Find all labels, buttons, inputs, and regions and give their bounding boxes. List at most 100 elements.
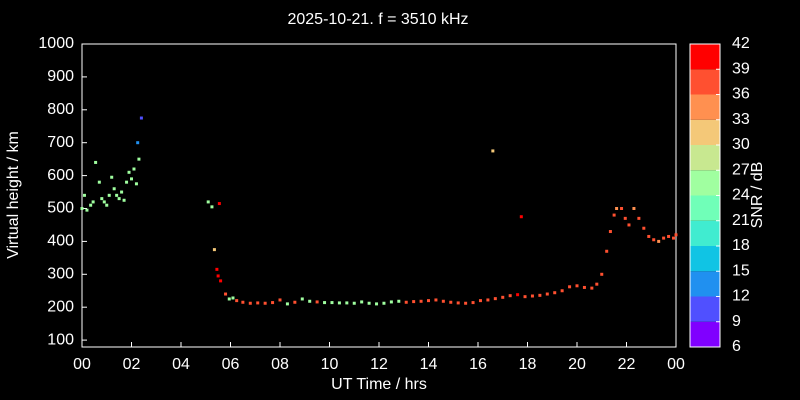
data-point: [120, 190, 124, 194]
data-point: [132, 167, 136, 171]
y-tick-label: 500: [47, 200, 74, 217]
data-point: [241, 300, 245, 304]
colorbar-segment: [690, 195, 720, 221]
plot-frame: [81, 43, 677, 348]
data-point: [110, 175, 114, 179]
data-point: [523, 295, 527, 299]
data-point: [308, 299, 312, 303]
data-point: [560, 289, 564, 293]
data-point: [464, 301, 468, 305]
data-point: [263, 301, 267, 305]
data-point: [612, 213, 616, 217]
colorbar-segment: [690, 220, 720, 246]
data-point: [642, 226, 646, 230]
data-point: [122, 198, 126, 202]
data-point: [293, 300, 297, 304]
colorbar-segment: [690, 321, 720, 347]
colorbar-segment: [690, 119, 720, 145]
data-point: [441, 299, 445, 303]
data-point: [125, 180, 129, 184]
x-axis-label: UT Time / hrs: [331, 376, 427, 393]
data-point: [623, 216, 627, 220]
data-point: [212, 248, 216, 252]
data-point: [300, 297, 304, 301]
data-point: [112, 187, 116, 191]
data-point: [137, 157, 141, 161]
data-point: [508, 294, 512, 298]
colorbar-tick-label: 24: [732, 187, 750, 204]
data-point: [553, 291, 557, 295]
colorbar-segment: [690, 69, 720, 95]
data-point: [235, 299, 239, 303]
data-point: [382, 301, 386, 305]
data-point: [278, 298, 282, 302]
data-point: [285, 302, 289, 306]
colorbar-tick-label: 30: [732, 136, 750, 153]
data-point: [102, 200, 106, 204]
data-point: [419, 299, 423, 303]
data-point: [85, 208, 89, 212]
y-tick-label: 200: [47, 298, 74, 315]
colorbar-tick-label: 33: [732, 111, 750, 128]
data-point: [352, 301, 356, 305]
data-point: [620, 206, 624, 210]
data-point: [516, 293, 520, 297]
data-point: [632, 206, 636, 210]
data-point: [215, 267, 219, 271]
data-point: [600, 272, 604, 276]
data-point: [139, 116, 143, 120]
data-point: [219, 279, 223, 283]
colorbar-tick-label: 39: [732, 60, 750, 77]
data-point: [637, 216, 641, 220]
colorbar-segment: [690, 44, 720, 70]
data-point: [97, 180, 101, 184]
y-tick-label: 900: [47, 68, 74, 85]
colorbar-segment: [690, 271, 720, 297]
data-point: [389, 300, 393, 304]
y-axis-label: Virtual height / km: [5, 131, 22, 259]
data-point: [210, 205, 214, 209]
data-point: [107, 193, 111, 197]
colorbar-segment: [690, 170, 720, 196]
data-point: [456, 301, 460, 305]
x-tick-label: 16: [469, 356, 487, 373]
y-tick-label: 800: [47, 101, 74, 118]
data-point: [89, 203, 93, 207]
data-point: [427, 299, 430, 303]
x-tick-label: 04: [172, 356, 190, 373]
data-point: [115, 193, 119, 197]
data-point: [652, 238, 656, 242]
data-point: [568, 285, 572, 289]
y-tick-label: 100: [47, 331, 74, 348]
y-tick-label: 400: [47, 233, 74, 250]
data-point: [367, 301, 371, 305]
data-point: [256, 301, 260, 305]
data-point: [82, 193, 86, 197]
colorbar-tick-label: 18: [732, 237, 750, 254]
data-point: [227, 297, 231, 301]
data-point: [231, 296, 235, 300]
x-tick-label: 22: [618, 356, 636, 373]
x-tick-label: 10: [321, 356, 339, 373]
x-tick-label: 00: [73, 356, 91, 373]
data-point: [672, 236, 676, 240]
data-point: [217, 202, 221, 206]
x-tick-label: 12: [370, 356, 388, 373]
colorbar-tick-label: 36: [732, 86, 750, 103]
colorbar-segment: [690, 296, 720, 322]
data-point: [375, 302, 379, 306]
x-tick-label: 18: [519, 356, 537, 373]
data-point: [493, 297, 497, 301]
data-point: [471, 301, 475, 305]
data-point: [105, 203, 109, 207]
data-point: [323, 301, 327, 305]
colorbar-tick-label: 9: [732, 313, 741, 330]
data-point: [404, 300, 408, 304]
colorbar-segment: [690, 94, 720, 120]
data-point: [127, 170, 131, 174]
data-point: [345, 301, 349, 305]
data-point: [519, 215, 523, 219]
data-point: [657, 239, 661, 243]
data-point: [647, 234, 651, 238]
chart-title: 2025-10-21. f = 3510 kHz: [287, 11, 468, 28]
